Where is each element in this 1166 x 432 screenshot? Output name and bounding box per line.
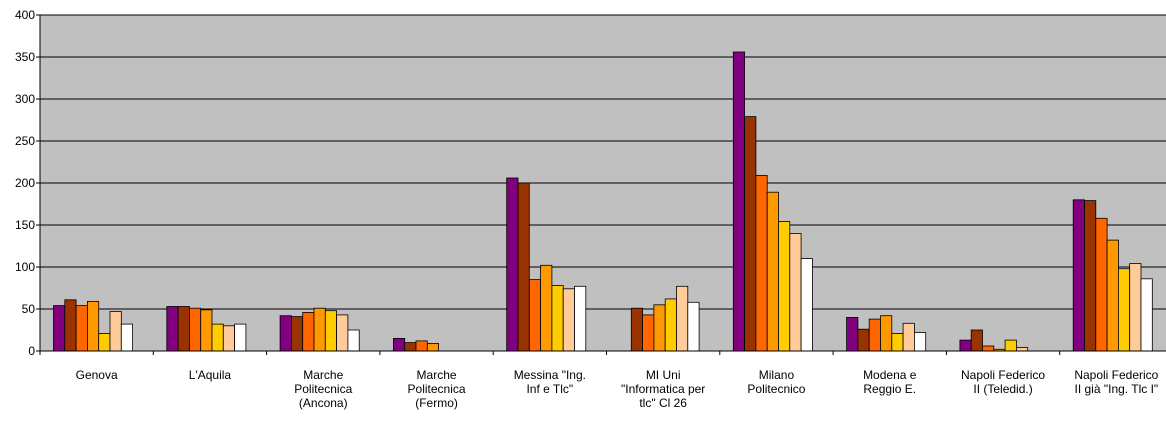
bar xyxy=(744,116,757,352)
bar xyxy=(778,221,791,352)
bar xyxy=(540,264,553,352)
y-tick-label: 300 xyxy=(15,92,35,106)
bar xyxy=(551,285,564,352)
y-axis-tick-labels: 0 50 100 150 200 250 300 350 400 xyxy=(15,8,35,358)
bar xyxy=(75,305,88,352)
bar xyxy=(1118,268,1131,352)
bar xyxy=(313,307,326,352)
y-tick-label: 250 xyxy=(15,134,35,148)
gridlines xyxy=(40,14,1166,310)
bar xyxy=(53,305,66,352)
bar xyxy=(914,332,927,352)
bar xyxy=(653,304,666,352)
bar xyxy=(959,339,972,352)
x-category-label: Napoli Federico II già "Ing. Tlc I" xyxy=(1074,368,1158,396)
bar xyxy=(1140,278,1153,352)
bar xyxy=(415,340,428,352)
bar xyxy=(279,315,292,352)
bar xyxy=(982,345,995,352)
bar xyxy=(347,329,360,352)
bar xyxy=(392,337,406,352)
bar xyxy=(766,191,779,352)
bar xyxy=(1072,199,1085,352)
bar xyxy=(528,279,541,352)
bar xyxy=(868,318,881,352)
y-tick-label: 150 xyxy=(15,218,35,232)
bar xyxy=(517,182,530,352)
bar xyxy=(800,258,813,352)
bar xyxy=(902,322,915,352)
bar xyxy=(789,232,802,352)
bar xyxy=(574,285,587,352)
bar xyxy=(200,309,213,352)
bar xyxy=(188,307,202,352)
y-tick-label: 0 xyxy=(28,344,35,358)
bar xyxy=(642,314,655,352)
bar xyxy=(755,174,768,352)
x-category-label: Genova xyxy=(76,368,118,382)
bar xyxy=(891,332,904,352)
x-category-label: Messina "Ing. Inf e Tlc" xyxy=(514,368,586,396)
y-tick-label: 200 xyxy=(15,176,35,190)
bar xyxy=(234,323,247,352)
x-category-label: Marche Politecnica (Fermo) xyxy=(408,368,466,410)
bar xyxy=(732,51,745,352)
bar xyxy=(166,306,179,352)
bar xyxy=(630,307,643,352)
bar xyxy=(846,316,859,352)
bar xyxy=(970,329,983,352)
bar xyxy=(120,323,134,352)
bar xyxy=(676,285,689,352)
bar xyxy=(222,325,236,352)
bar xyxy=(64,299,77,352)
y-tick-label: 350 xyxy=(15,50,35,64)
y-tick-label: 400 xyxy=(15,8,35,22)
bar xyxy=(426,342,439,352)
bar xyxy=(177,306,190,352)
x-category-label: Modena e Reggio E. xyxy=(863,368,917,396)
bar xyxy=(1016,347,1029,352)
bar xyxy=(687,301,700,352)
bar xyxy=(290,316,304,352)
bar xyxy=(87,300,100,352)
bar xyxy=(562,288,575,352)
bars xyxy=(53,51,1153,352)
bar xyxy=(857,328,870,352)
bar xyxy=(1129,263,1142,352)
bar xyxy=(506,177,519,352)
axes xyxy=(36,14,1166,355)
bar xyxy=(324,310,337,352)
y-tick-label: 100 xyxy=(15,260,35,274)
x-axis-category-labels: Genova L'Aquila Marche Politecnica (Ancona) M… xyxy=(76,368,1159,410)
y-tick-label: 50 xyxy=(22,302,36,316)
bar xyxy=(404,342,417,352)
x-category-label: Milano Politecnico xyxy=(747,368,805,396)
bar xyxy=(336,314,349,352)
bar xyxy=(664,298,677,352)
bar xyxy=(1095,217,1108,352)
bar xyxy=(109,311,122,352)
bar xyxy=(302,311,315,352)
bar xyxy=(880,315,893,352)
bar xyxy=(1106,239,1119,352)
bar xyxy=(1004,339,1017,352)
bar xyxy=(98,332,111,352)
bar xyxy=(211,323,224,352)
x-category-label: MI Uni "Informatica per tlc" Cl 26 xyxy=(621,368,705,410)
bar xyxy=(1084,200,1097,352)
x-category-label: Marche Politecnica (Ancona) xyxy=(294,368,352,410)
x-category-label: L'Aquila xyxy=(189,368,232,382)
x-category-label: Napoli Federico II (Teledid.) xyxy=(961,368,1045,396)
